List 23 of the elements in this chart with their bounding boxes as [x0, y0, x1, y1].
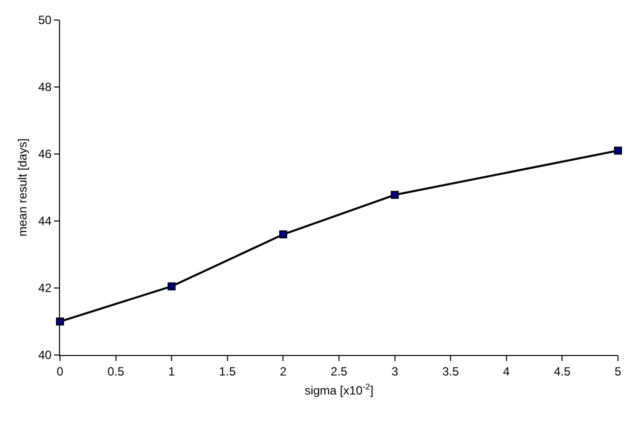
x-tick-label: 0.5 — [107, 364, 124, 378]
x-tick-label: 4.5 — [554, 364, 571, 378]
y-tick-label: 44 — [38, 214, 52, 228]
y-axis-title: mean result [days] — [16, 138, 30, 237]
y-tick-label: 50 — [38, 13, 52, 28]
y-tick-label: 40 — [38, 348, 52, 362]
point — [168, 282, 176, 290]
y-tick-label: 48 — [38, 80, 52, 94]
x-tick-label: 4 — [503, 364, 510, 378]
point — [614, 146, 622, 155]
point — [279, 230, 288, 238]
x-tick-label: 0 — [56, 364, 64, 378]
x-tick-label: 3 — [391, 364, 398, 378]
x-tick-label: 5 — [614, 364, 622, 378]
y-tick-label: 46 — [38, 147, 52, 162]
x-axis-title: sigma [x10$^{-2}$] — [304, 381, 374, 398]
x-tick-label: 1 — [168, 364, 176, 378]
x-tick-label: 3.5 — [442, 364, 460, 378]
x-tick-label: 1.5 — [219, 364, 236, 378]
x-tick-label: 2.5 — [330, 364, 348, 378]
y-tick-label: 42 — [38, 281, 52, 296]
point — [390, 190, 399, 199]
x-tick-label: 2 — [280, 364, 287, 378]
